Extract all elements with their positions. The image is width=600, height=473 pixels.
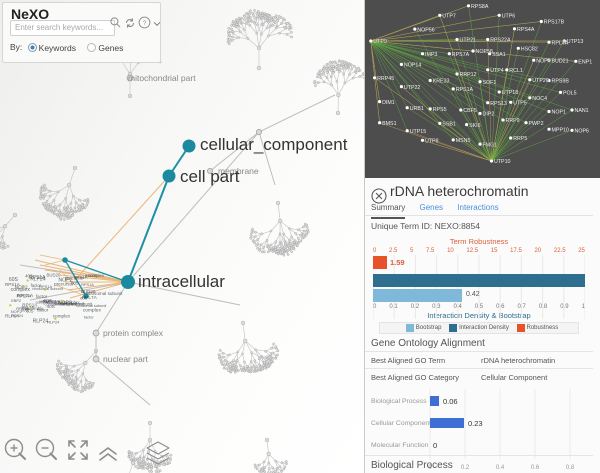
svg-text:UTP21: UTP21 bbox=[460, 38, 477, 44]
svg-text:UTP6: UTP6 bbox=[502, 14, 516, 20]
svg-text:SOF1: SOF1 bbox=[483, 80, 497, 86]
svg-text:NOP14: NOP14 bbox=[404, 63, 421, 69]
svg-text:Molecular Function: Molecular Function bbox=[371, 442, 429, 449]
svg-text:0.8: 0.8 bbox=[566, 465, 575, 471]
svg-text:RPS22A: RPS22A bbox=[490, 38, 511, 44]
svg-text:RPS17B: RPS17B bbox=[544, 20, 565, 26]
svg-text:MSN5: MSN5 bbox=[456, 138, 471, 144]
svg-text:UTP7: UTP7 bbox=[442, 14, 456, 20]
svg-text:DIP2: DIP2 bbox=[483, 112, 495, 118]
svg-text:UTP18: UTP18 bbox=[502, 90, 519, 96]
svg-text:BMS1: BMS1 bbox=[382, 121, 396, 127]
svg-text:IMP3: IMP3 bbox=[425, 52, 437, 58]
svg-text:Cellular Component: Cellular Component bbox=[371, 420, 431, 427]
svg-text:RCL1: RCL1 bbox=[509, 68, 523, 74]
svg-text:0.23: 0.23 bbox=[468, 419, 483, 428]
svg-text:URB1: URB1 bbox=[410, 106, 424, 112]
svg-text:Biological Process: Biological Process bbox=[371, 398, 427, 405]
svg-text:NAN1: NAN1 bbox=[575, 108, 589, 114]
svg-text:RPS1A: RPS1A bbox=[456, 87, 474, 93]
svg-text:FMG1: FMG1 bbox=[483, 142, 498, 148]
svg-text:UTP8: UTP8 bbox=[425, 139, 439, 145]
svg-text:0.4: 0.4 bbox=[496, 465, 505, 471]
svg-text:?: ? bbox=[143, 20, 147, 27]
svg-text:UTP22: UTP22 bbox=[404, 85, 421, 91]
svg-text:PWP2: PWP2 bbox=[529, 121, 544, 127]
svg-text:ENP1: ENP1 bbox=[578, 60, 592, 66]
svg-text:POL5: POL5 bbox=[563, 91, 577, 97]
svg-text:UTP13: UTP13 bbox=[567, 39, 584, 45]
svg-text:RRP5: RRP5 bbox=[513, 136, 527, 142]
svg-text:UTP20: UTP20 bbox=[532, 78, 549, 84]
svg-text:SKI6: SKI6 bbox=[469, 123, 481, 129]
svg-text:HSC82: HSC82 bbox=[521, 47, 538, 53]
svg-text:RPS13: RPS13 bbox=[490, 101, 507, 107]
svg-text:UTP4: UTP4 bbox=[490, 68, 504, 74]
svg-text:RPS4A: RPS4A bbox=[517, 27, 535, 33]
svg-text:0: 0 bbox=[433, 441, 437, 450]
svg-text:RRP12: RRP12 bbox=[460, 72, 477, 78]
svg-text:RPS8A: RPS8A bbox=[471, 4, 489, 10]
svg-text:UTP15: UTP15 bbox=[410, 129, 427, 135]
svg-text:NOP4: NOP4 bbox=[536, 58, 550, 64]
svg-text:KRE33: KRE33 bbox=[433, 79, 450, 85]
svg-text:UTP10: UTP10 bbox=[494, 159, 511, 165]
svg-text:RRP45: RRP45 bbox=[377, 76, 394, 82]
svg-text:0.2: 0.2 bbox=[461, 465, 470, 471]
svg-text:RPS5: RPS5 bbox=[433, 107, 447, 113]
svg-text:0.06: 0.06 bbox=[443, 397, 458, 406]
svg-text:RPS9B: RPS9B bbox=[552, 79, 570, 85]
svg-text:SSB1: SSB1 bbox=[442, 122, 456, 128]
svg-text:RRP9: RRP9 bbox=[506, 118, 520, 124]
svg-text:DIM1: DIM1 bbox=[382, 100, 395, 106]
svg-text:CBF5: CBF5 bbox=[463, 108, 477, 114]
svg-text:NOP58: NOP58 bbox=[476, 49, 493, 55]
svg-text:BUD21: BUD21 bbox=[552, 58, 569, 64]
svg-text:NOP1: NOP1 bbox=[552, 110, 566, 116]
svg-text:NOP6: NOP6 bbox=[575, 129, 589, 135]
svg-text:UTP5: UTP5 bbox=[513, 101, 527, 107]
svg-text:MPP10: MPP10 bbox=[552, 127, 569, 133]
svg-text:SSA1: SSA1 bbox=[492, 52, 506, 58]
svg-text:RPS7A: RPS7A bbox=[452, 52, 470, 58]
svg-text:UTP9: UTP9 bbox=[373, 39, 387, 45]
svg-text:NOC4: NOC4 bbox=[532, 96, 547, 102]
svg-text:0.6: 0.6 bbox=[531, 465, 540, 471]
svg-text:NOP56: NOP56 bbox=[417, 27, 434, 33]
